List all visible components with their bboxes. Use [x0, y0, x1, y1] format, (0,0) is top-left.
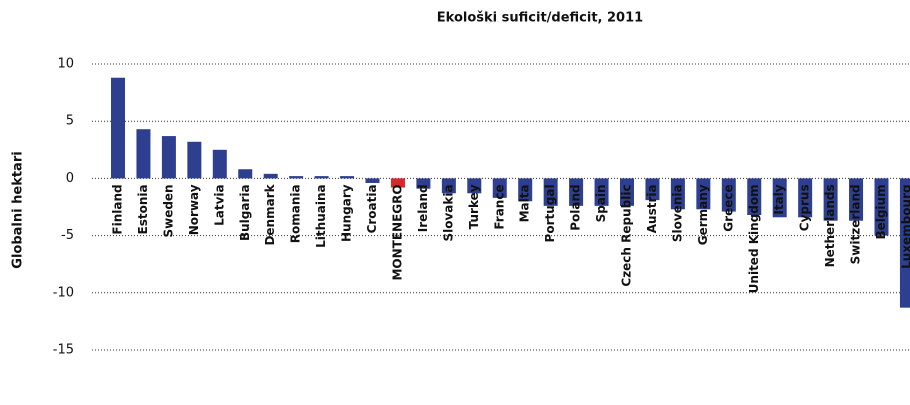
bar — [416, 178, 431, 189]
bar — [212, 149, 227, 179]
x-tick-label: Slovenia — [670, 184, 684, 242]
x-tick-label: Italy — [772, 184, 786, 214]
bar — [874, 178, 889, 236]
x-tick-label: Luxembourg — [899, 184, 910, 268]
x-tick-label: Latvia — [212, 184, 226, 226]
x-tick-label: Finland — [111, 184, 125, 234]
x-tick-label: Estonia — [136, 184, 150, 234]
bar — [849, 178, 864, 221]
y-tick-label: 5 — [66, 114, 74, 129]
x-tick-label: Hungary — [340, 184, 354, 242]
x-tick-label: Switzerland — [849, 184, 863, 264]
bar — [390, 178, 405, 188]
x-tick-label: Greece — [721, 184, 735, 231]
bar — [569, 178, 584, 206]
bar — [161, 136, 176, 179]
x-tick-label: Poland — [569, 184, 583, 230]
x-tick-label: Lithuaina — [314, 184, 328, 247]
bar — [721, 178, 736, 212]
x-tick-label: Romania — [289, 184, 303, 243]
bar — [543, 178, 558, 206]
bar — [365, 178, 380, 183]
x-tick-label: Malta — [518, 184, 532, 222]
x-tick-label: Slovakia — [441, 184, 455, 241]
bar — [696, 178, 711, 210]
bar — [823, 178, 838, 221]
bar — [289, 176, 304, 179]
bar — [187, 141, 202, 179]
y-tick-label: -10 — [53, 285, 74, 300]
bar — [645, 178, 660, 201]
x-tick-label: United Kingdom — [747, 184, 761, 293]
bar — [136, 129, 151, 179]
bar — [492, 178, 507, 198]
y-tick-label: 10 — [57, 57, 74, 72]
x-tick-label: Croatia — [365, 184, 379, 233]
x-tick-label: Belgium — [874, 184, 888, 239]
bar — [518, 178, 533, 202]
x-tick-label: Czech Republic — [620, 184, 634, 286]
bar — [340, 176, 355, 179]
bar — [594, 178, 609, 206]
bar — [798, 178, 813, 218]
bar — [263, 173, 278, 179]
y-tick-label: -5 — [61, 228, 74, 243]
bar — [467, 178, 482, 194]
bar — [772, 178, 787, 218]
x-tick-label: Turkey — [467, 184, 481, 229]
x-tick-label: Portugal — [543, 184, 557, 242]
x-tick-label: Norway — [187, 184, 201, 235]
x-tick-label: Cyprus — [798, 184, 812, 231]
bar — [899, 178, 910, 308]
x-tick-label: Netherlands — [823, 184, 837, 267]
bar — [620, 178, 634, 206]
x-tick-label: France — [492, 184, 506, 229]
x-tick-label: Ireland — [416, 184, 430, 232]
x-tick-label: Sweden — [161, 184, 175, 237]
x-tick-label: Austria — [645, 184, 659, 233]
bar — [314, 176, 329, 179]
x-tick-label: Denmark — [263, 183, 277, 245]
bar — [747, 178, 762, 216]
x-tick-label: Spain — [594, 184, 608, 222]
bar — [441, 178, 456, 194]
bar — [111, 77, 125, 179]
y-axis-label: Globalni hektari — [11, 151, 26, 268]
bar — [670, 178, 685, 210]
x-tick-label: MONTENEGRO — [390, 184, 404, 280]
chart-title: Ekološki suficit/deficit, 2011 — [437, 11, 643, 26]
x-tick-label: Bulgaria — [238, 184, 252, 241]
y-tick-label: -15 — [53, 343, 74, 358]
y-tick-label: 0 — [66, 171, 74, 186]
x-tick-label: Germany — [696, 184, 710, 245]
bar — [238, 169, 253, 179]
